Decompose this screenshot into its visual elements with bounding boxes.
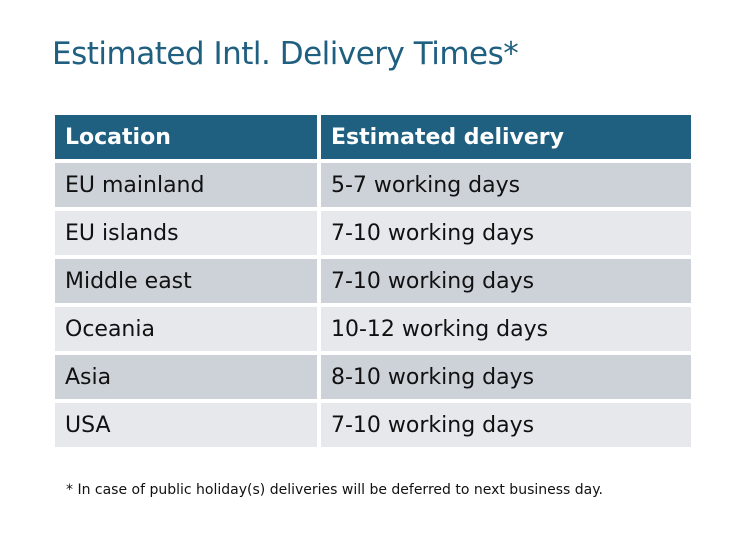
delivery-cell: 7-10 working days [321, 211, 691, 255]
table-row: USA 7-10 working days [55, 403, 691, 447]
location-cell: EU mainland [55, 163, 317, 207]
footnote: * In case of public holiday(s) deliverie… [66, 482, 603, 498]
table-row: Asia 8-10 working days [55, 355, 691, 399]
table-row: Middle east 7-10 working days [55, 259, 691, 303]
location-cell: Middle east [55, 259, 317, 303]
location-cell: USA [55, 403, 317, 447]
header-location: Location [55, 115, 317, 159]
table-header-row: Location Estimated delivery [55, 115, 691, 159]
delivery-cell: 5-7 working days [321, 163, 691, 207]
table-row: EU islands 7-10 working days [55, 211, 691, 255]
location-cell: EU islands [55, 211, 317, 255]
delivery-cell: 10-12 working days [321, 307, 691, 351]
page-title: Estimated Intl. Delivery Times* [52, 36, 519, 72]
location-cell: Asia [55, 355, 317, 399]
delivery-cell: 7-10 working days [321, 403, 691, 447]
header-estimated-delivery: Estimated delivery [321, 115, 691, 159]
table-row: EU mainland 5-7 working days [55, 163, 691, 207]
delivery-times-table: Location Estimated delivery EU mainland … [51, 111, 695, 451]
table-row: Oceania 10-12 working days [55, 307, 691, 351]
delivery-cell: 8-10 working days [321, 355, 691, 399]
delivery-cell: 7-10 working days [321, 259, 691, 303]
location-cell: Oceania [55, 307, 317, 351]
